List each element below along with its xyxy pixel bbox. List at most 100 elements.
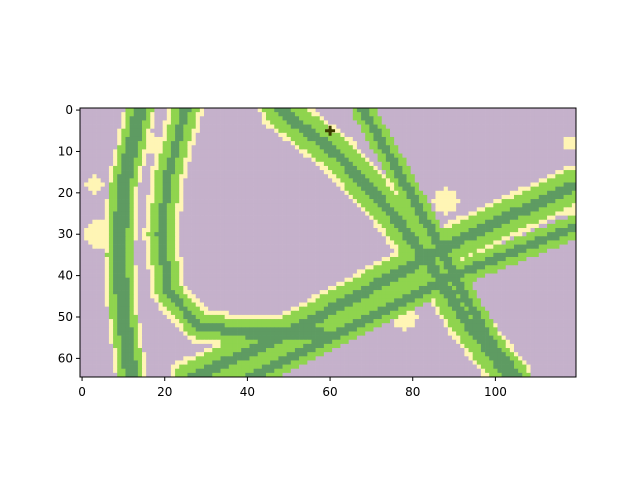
heatmap-cell [336, 215, 341, 221]
heatmap-cell [443, 165, 449, 171]
heatmap-cell [220, 174, 226, 179]
heatmap-cell [100, 248, 106, 254]
heatmap-cell [278, 194, 283, 200]
heatmap-cell [563, 124, 569, 130]
heatmap-cell [323, 207, 329, 212]
heatmap-cell [80, 182, 85, 187]
heatmap-cell [402, 136, 407, 142]
heatmap-cell [480, 132, 486, 138]
heatmap-cell [480, 157, 486, 163]
heatmap-cell [237, 273, 242, 279]
heatmap-cell [439, 141, 445, 146]
heatmap-cell [158, 132, 164, 138]
heatmap-cell [332, 132, 337, 138]
heatmap-cell [418, 215, 424, 221]
heatmap-cell [208, 261, 213, 266]
heatmap-cell [431, 124, 436, 130]
heatmap-cell [456, 244, 461, 250]
heatmap-cell [336, 244, 341, 250]
heatmap-cell [410, 236, 416, 241]
heatmap-cell [319, 161, 325, 167]
heatmap-cell [121, 232, 126, 237]
heatmap-cell [340, 211, 345, 216]
heatmap-cell [294, 178, 300, 183]
heatmap-cell [241, 244, 246, 250]
heatmap-cell [551, 207, 556, 212]
heatmap-cell [547, 219, 552, 225]
heatmap-cell [563, 236, 569, 241]
heatmap-cell [493, 157, 498, 163]
heatmap-cell [208, 108, 213, 113]
heatmap-cell [530, 153, 536, 159]
heatmap-cell [340, 199, 345, 204]
heatmap-cell [315, 273, 321, 279]
heatmap-cell [427, 170, 432, 175]
heatmap-cell [522, 244, 527, 250]
heatmap-cell [402, 124, 407, 130]
heatmap-cell [398, 132, 403, 138]
heatmap-cell [232, 261, 238, 266]
heatmap-cell [431, 240, 436, 245]
heatmap-cell [497, 219, 502, 225]
heatmap-cell [559, 174, 564, 179]
heatmap-cell [410, 170, 416, 175]
heatmap-cell [356, 120, 362, 125]
heatmap-cell [410, 120, 416, 125]
heatmap-cell [514, 256, 519, 262]
heatmap-cell [505, 165, 511, 171]
heatmap-cell [555, 207, 560, 212]
heatmap-cell [278, 248, 283, 254]
heatmap-cell [80, 186, 85, 192]
heatmap-cell [423, 256, 428, 262]
heatmap-cell [257, 215, 263, 221]
heatmap-cell [485, 153, 490, 159]
heatmap-cell [208, 136, 213, 142]
heatmap-cell [460, 252, 465, 258]
heatmap-cell [195, 132, 201, 138]
heatmap-cell [332, 174, 337, 179]
heatmap-cell [489, 132, 494, 138]
heatmap-cell [249, 157, 254, 163]
heatmap-cell [509, 256, 515, 262]
heatmap-cell [195, 277, 201, 283]
heatmap-cell [385, 265, 391, 270]
heatmap-cell [199, 165, 205, 171]
heatmap-cell [237, 136, 242, 142]
heatmap-cell [80, 157, 85, 163]
heatmap-cell [241, 203, 246, 208]
heatmap-cell [108, 136, 114, 142]
heatmap-cell [253, 252, 259, 258]
heatmap-cell [398, 240, 403, 245]
heatmap-cell [282, 178, 288, 183]
heatmap-cell [514, 120, 519, 125]
heatmap-cell [84, 194, 89, 200]
heatmap-cell [439, 157, 445, 163]
heatmap-cell [253, 215, 259, 221]
heatmap-cell [418, 132, 424, 138]
heatmap-cell [208, 223, 213, 229]
heatmap-cell [228, 182, 234, 187]
heatmap-cell [170, 170, 176, 175]
heatmap-cell [522, 149, 527, 154]
heatmap-cell [199, 132, 205, 138]
heatmap-cell [402, 273, 407, 279]
heatmap-cell [117, 145, 122, 150]
heatmap-cell [100, 215, 106, 221]
heatmap-cell [381, 261, 387, 266]
heatmap-cell [485, 236, 490, 241]
heatmap-cell [278, 165, 283, 171]
heatmap-cell [286, 116, 292, 121]
heatmap-cell [505, 182, 511, 187]
heatmap-cell [146, 269, 151, 274]
heatmap-cell [534, 240, 540, 245]
heatmap-cell [352, 145, 358, 150]
heatmap-cell [142, 252, 147, 258]
heatmap-cell [249, 161, 254, 167]
heatmap-cell [286, 203, 292, 208]
heatmap-cell [294, 244, 300, 250]
heatmap-cell [100, 136, 106, 142]
heatmap-cell [179, 141, 184, 146]
heatmap-cell [125, 170, 130, 175]
heatmap-cell [216, 174, 221, 179]
heatmap-cell [547, 161, 552, 167]
